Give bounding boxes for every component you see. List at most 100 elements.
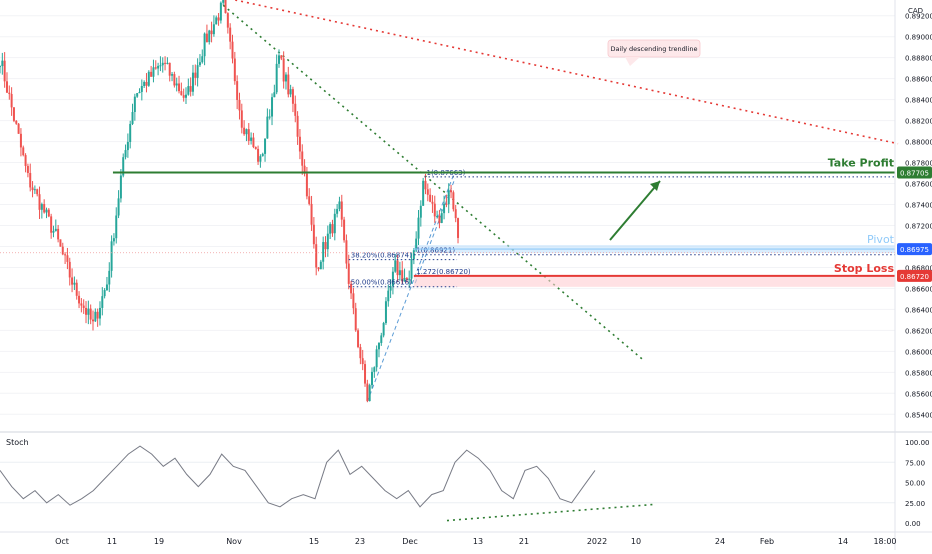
stoch-panel [0, 445, 895, 522]
candle-body [312, 224, 315, 245]
labels: Take Profit Pivot Stop Loss Daily descendin… [6, 39, 895, 447]
candle-body [410, 259, 413, 279]
candle-body [73, 282, 76, 285]
time-tick-label: 19 [154, 537, 164, 546]
candle-body [38, 194, 41, 210]
candle-body [171, 74, 174, 76]
candle-body [45, 209, 48, 213]
candle-body [412, 250, 415, 260]
descending-support-line [222, 4, 644, 361]
candle-body [66, 255, 69, 262]
take-profit-price-badge [897, 166, 932, 179]
stop-loss-label: Stop Loss [834, 262, 895, 275]
candle-body [324, 242, 327, 250]
candle-body [145, 81, 148, 86]
candle-body [289, 89, 292, 95]
time-tick-label: Dec [402, 537, 417, 546]
candle-body [71, 277, 74, 285]
candle-body [164, 62, 167, 64]
time-tick-label: 23 [355, 537, 365, 546]
candle-body [178, 83, 181, 92]
candle-body [15, 120, 18, 124]
candle-body [68, 261, 71, 278]
candle-body [140, 85, 143, 92]
daily-descending-trendline [235, 0, 899, 145]
pivot-price-badge [897, 243, 932, 256]
candle-body [373, 367, 376, 372]
candle-body [17, 123, 20, 134]
candle-body [417, 217, 420, 239]
candle-body [457, 218, 460, 238]
stoch-tick-label: 75.00 [905, 459, 925, 467]
stoch-title: Stoch [6, 438, 29, 447]
candle-body [182, 95, 185, 98]
candle-body [1, 60, 4, 67]
price-tick-label: 0.86200 [905, 327, 932, 335]
candle-body [440, 213, 443, 223]
candle-body [126, 141, 129, 151]
candle-body [210, 30, 213, 35]
candle-body [64, 254, 67, 256]
candle-body [138, 91, 141, 94]
candle-body [282, 58, 285, 82]
pivot-price-badge-text: 0.86975 [900, 246, 929, 254]
stoch-tick-label: 50.00 [905, 480, 925, 488]
trendline-callout-pointer [625, 57, 640, 66]
candle-body [108, 270, 111, 285]
candle-body [110, 241, 113, 271]
pivot-label: Pivot [867, 233, 895, 246]
candle-body [201, 56, 204, 63]
candle-body [136, 93, 139, 97]
stoch-line [0, 445, 596, 508]
candle-body [61, 246, 64, 255]
candle-body [259, 156, 262, 162]
time-tick-label: 14 [838, 537, 848, 546]
candle-body [94, 311, 97, 322]
candle-body [31, 187, 34, 191]
candle-body [245, 129, 248, 135]
candle-body [103, 290, 106, 297]
candle-body [198, 62, 201, 66]
candle-body [219, 2, 222, 21]
candle-body [124, 150, 127, 158]
candle-body [391, 271, 394, 287]
time-tick-label: 15 [309, 537, 319, 546]
candle-body [361, 358, 364, 365]
candle-body [431, 201, 434, 204]
candle-body [257, 148, 260, 162]
candle-body [54, 228, 57, 231]
candle-body [450, 190, 453, 193]
candle-body [157, 65, 160, 69]
candle-body [403, 277, 406, 282]
price-tick-label: 0.86800 [905, 264, 932, 272]
price-tick-label: 0.87400 [905, 202, 932, 210]
candle-body [375, 349, 378, 368]
time-tick-label: 2022 [587, 537, 607, 546]
candle-body [236, 81, 239, 100]
candle-body [89, 308, 92, 320]
candle-body [143, 81, 146, 86]
price-tick-label: 0.89200 [905, 13, 932, 21]
candle-body [119, 175, 122, 199]
candle-body [75, 282, 78, 296]
candle-body [317, 267, 320, 270]
candle-body [366, 383, 369, 402]
candle-body [389, 286, 392, 291]
candle-body [147, 71, 150, 86]
candle-body [254, 147, 257, 149]
candle-body [168, 62, 171, 76]
candle-body [233, 58, 236, 82]
candle-body [429, 194, 432, 202]
target-arrow-shaft [609, 180, 661, 241]
candle-body [240, 110, 243, 128]
candle-body [291, 89, 294, 104]
candle-body [433, 203, 436, 217]
candle-body [29, 172, 32, 188]
candle-body [384, 301, 387, 324]
candle-body [57, 228, 60, 240]
candle-body [52, 230, 55, 233]
candle-body [22, 147, 25, 156]
